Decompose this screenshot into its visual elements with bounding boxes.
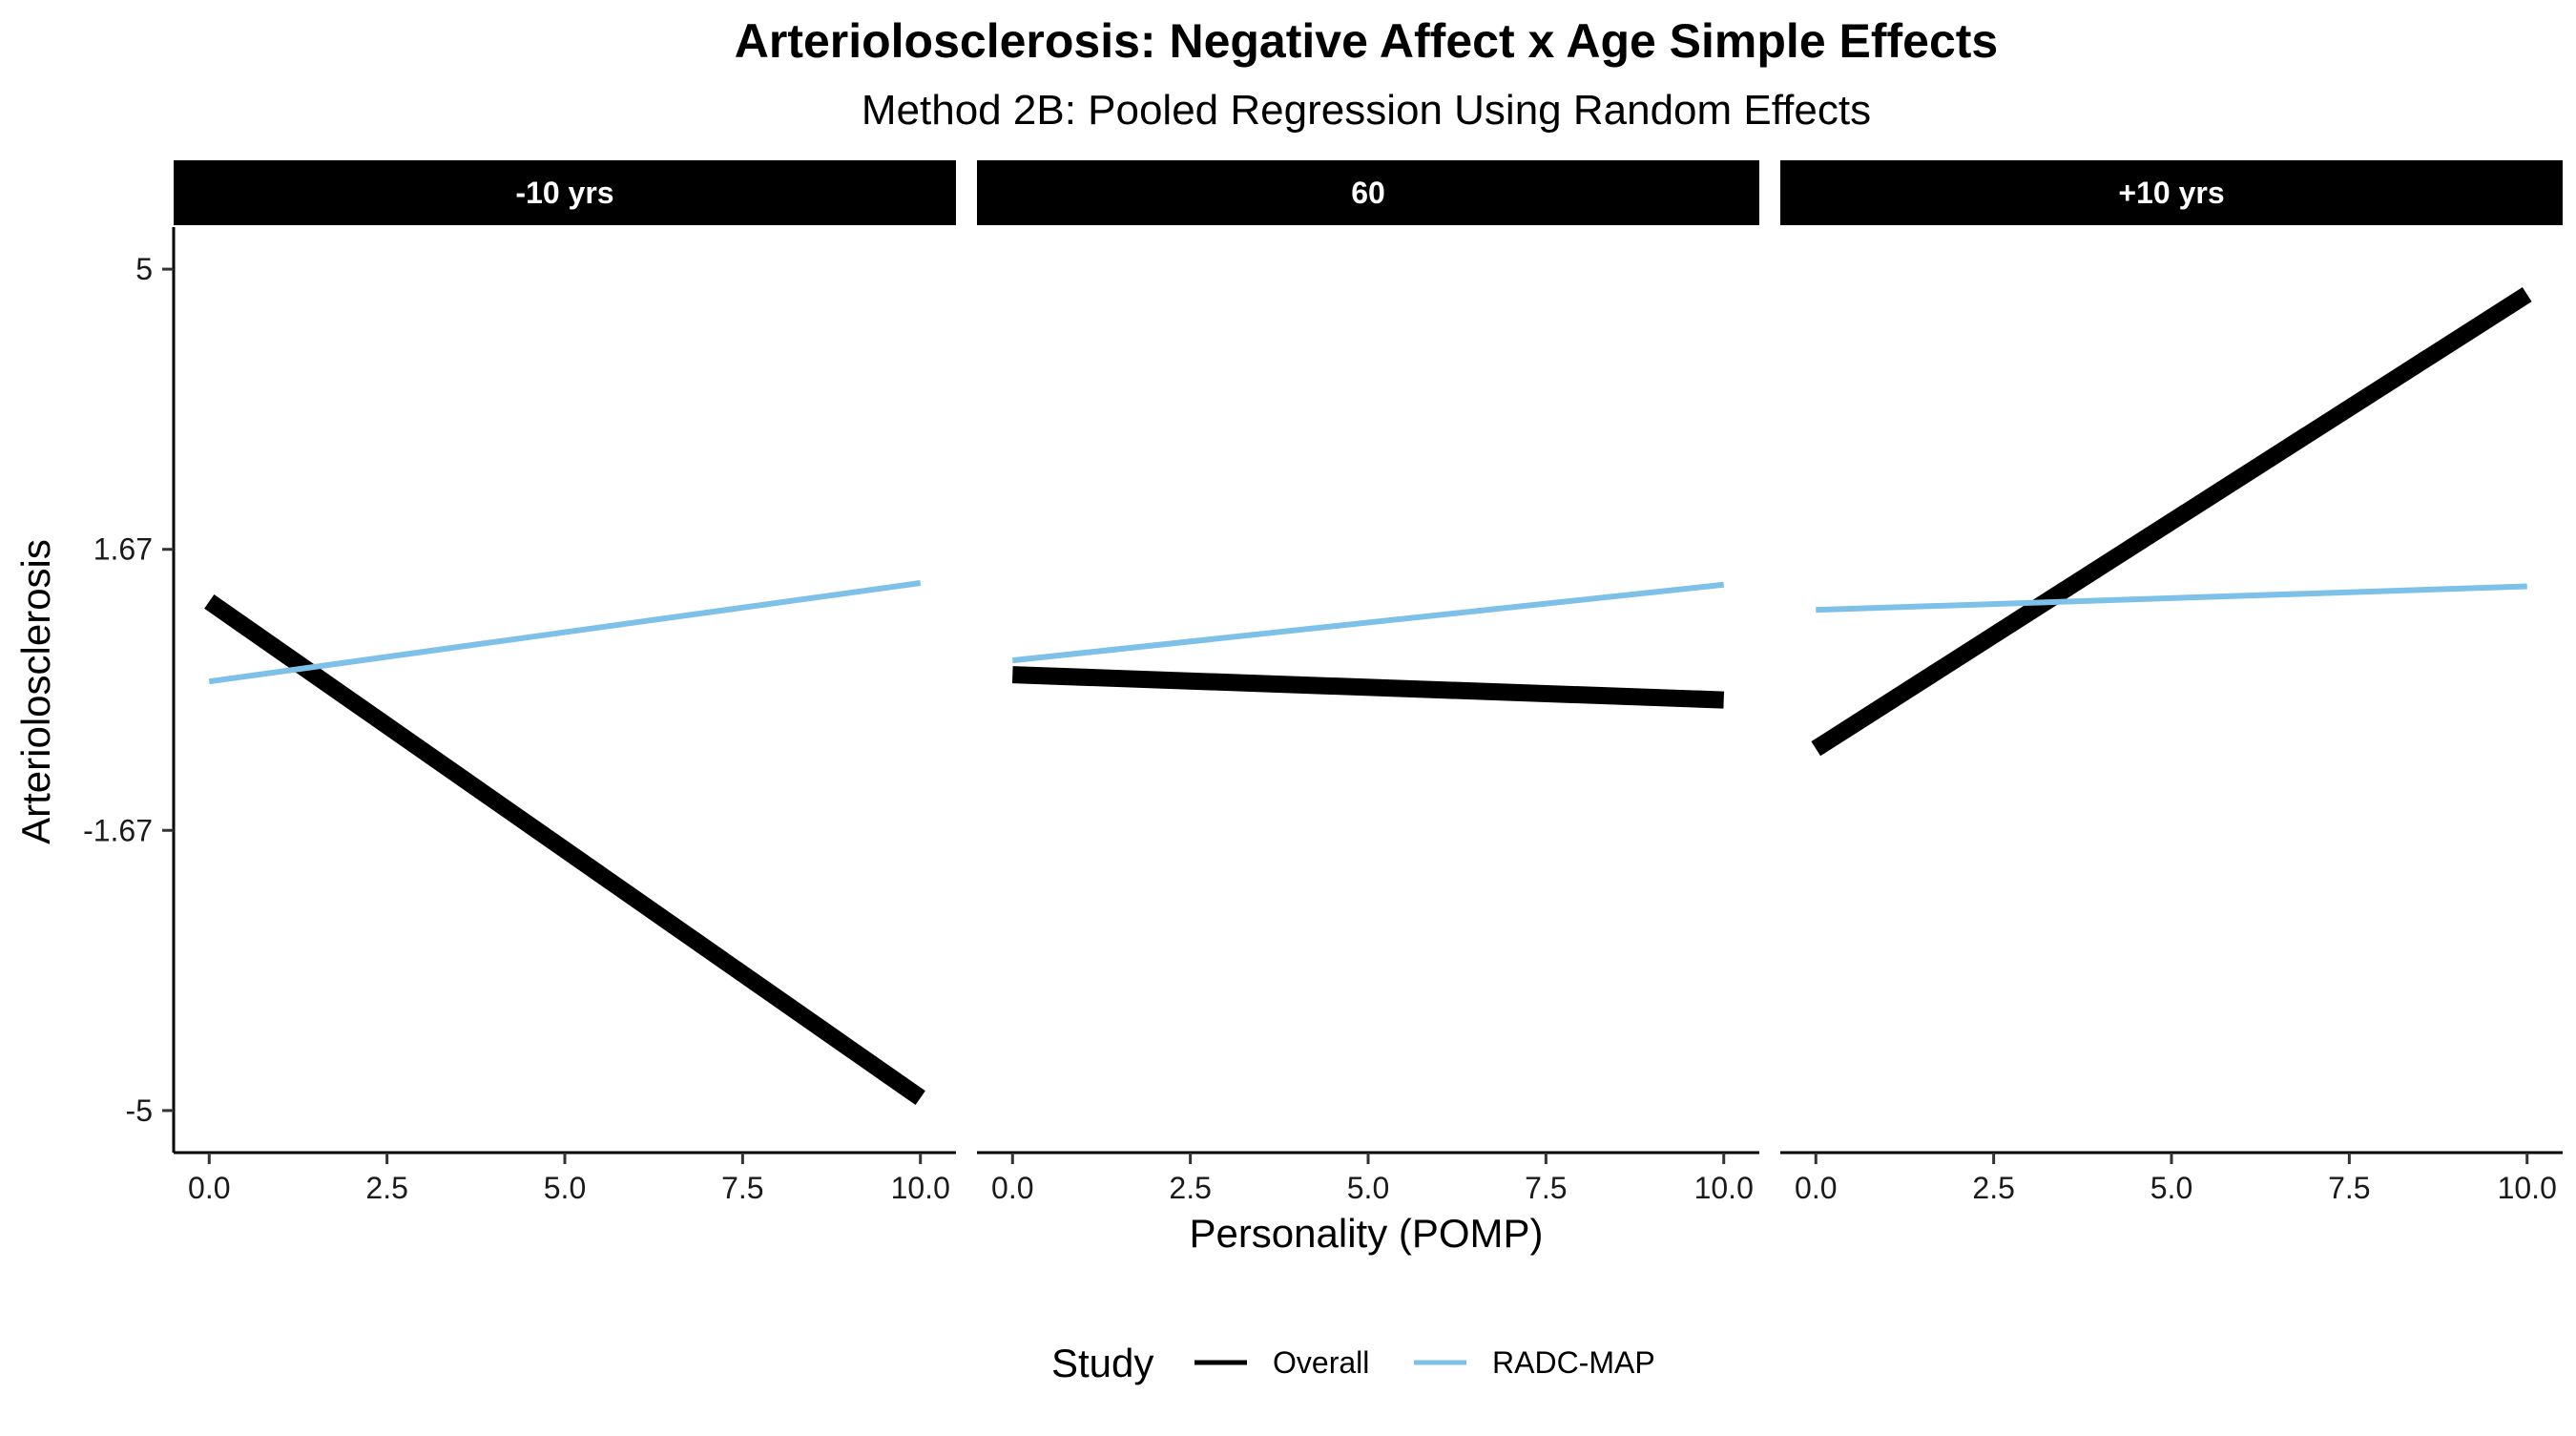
x-tick-label: 10.0 bbox=[891, 1171, 950, 1205]
legend: Study Overall RADC-MAP bbox=[1051, 1341, 1655, 1385]
x-axis-title: Personality (POMP) bbox=[1189, 1211, 1543, 1256]
x-tick-label: 5.0 bbox=[2150, 1171, 2192, 1205]
y-tick-label: 1.67 bbox=[93, 532, 153, 567]
y-tick-label: -5 bbox=[126, 1093, 153, 1128]
series-line-overall bbox=[204, 594, 925, 1106]
panel-1: -10 yrs 0.0 2.5 5.0 7.5 10.0 5 1.67 -1.67 -5 bbox=[83, 160, 956, 1205]
x-tick-label: 7.5 bbox=[2328, 1171, 2370, 1205]
legend-label: Overall bbox=[1273, 1345, 1369, 1380]
panel-strip bbox=[977, 160, 1759, 225]
x-tick-label: 2.5 bbox=[1169, 1171, 1211, 1205]
chart-title: Arteriolosclerosis: Negative Affect x Ag… bbox=[735, 14, 1999, 68]
legend-label: RADC-MAP bbox=[1492, 1345, 1655, 1380]
series-line-overall bbox=[1011, 666, 1725, 709]
legend-title: Study bbox=[1051, 1341, 1153, 1385]
series-line-overall bbox=[1811, 286, 2532, 757]
x-tick-label: 10.0 bbox=[2498, 1171, 2557, 1205]
series-line-radc-map bbox=[1011, 581, 1725, 664]
chart-subtitle: Method 2B: Pooled Regression Using Rando… bbox=[862, 87, 1871, 134]
panel-strip-label: +10 yrs bbox=[2118, 176, 2224, 210]
panel-strip bbox=[1780, 160, 2563, 225]
x-tick-label: 5.0 bbox=[1347, 1171, 1389, 1205]
x-tick-label: 2.5 bbox=[1972, 1171, 2014, 1205]
x-tick-label: 7.5 bbox=[1525, 1171, 1567, 1205]
x-tick-label: 7.5 bbox=[721, 1171, 763, 1205]
panel-strip-label: -10 yrs bbox=[515, 176, 613, 210]
y-tick-label: 5 bbox=[135, 252, 153, 286]
x-tick-label: 5.0 bbox=[544, 1171, 586, 1205]
x-tick-label: 10.0 bbox=[1694, 1171, 1754, 1205]
x-tick-label: 0.0 bbox=[188, 1171, 230, 1205]
y-tick-label: -1.67 bbox=[83, 813, 153, 847]
panel-strip-label: 60 bbox=[1351, 176, 1385, 210]
panels-layer: -10 yrs 0.0 2.5 5.0 7.5 10.0 5 1.67 -1.67 -5 60 0.0… bbox=[83, 160, 2563, 1205]
y-axis-title: Arteriolosclerosis bbox=[13, 539, 58, 844]
series-line-radc-map bbox=[208, 580, 922, 685]
panel-3: +10 yrs 0.0 2.5 5.0 7.5 10.0 bbox=[1780, 160, 2563, 1205]
panel-2: 60 0.0 2.5 5.0 7.5 10.0 bbox=[977, 160, 1759, 1205]
x-tick-label: 0.0 bbox=[1795, 1171, 1837, 1205]
x-tick-label: 2.5 bbox=[365, 1171, 407, 1205]
series-line-radc-map bbox=[1816, 583, 2527, 614]
x-tick-label: 0.0 bbox=[991, 1171, 1033, 1205]
panel-strip bbox=[174, 160, 956, 225]
